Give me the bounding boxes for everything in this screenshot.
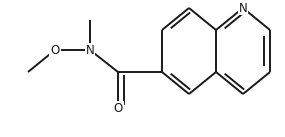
Text: O: O	[113, 102, 123, 115]
Text: O: O	[50, 44, 60, 56]
Text: N: N	[86, 44, 94, 56]
Text: N: N	[239, 2, 247, 15]
